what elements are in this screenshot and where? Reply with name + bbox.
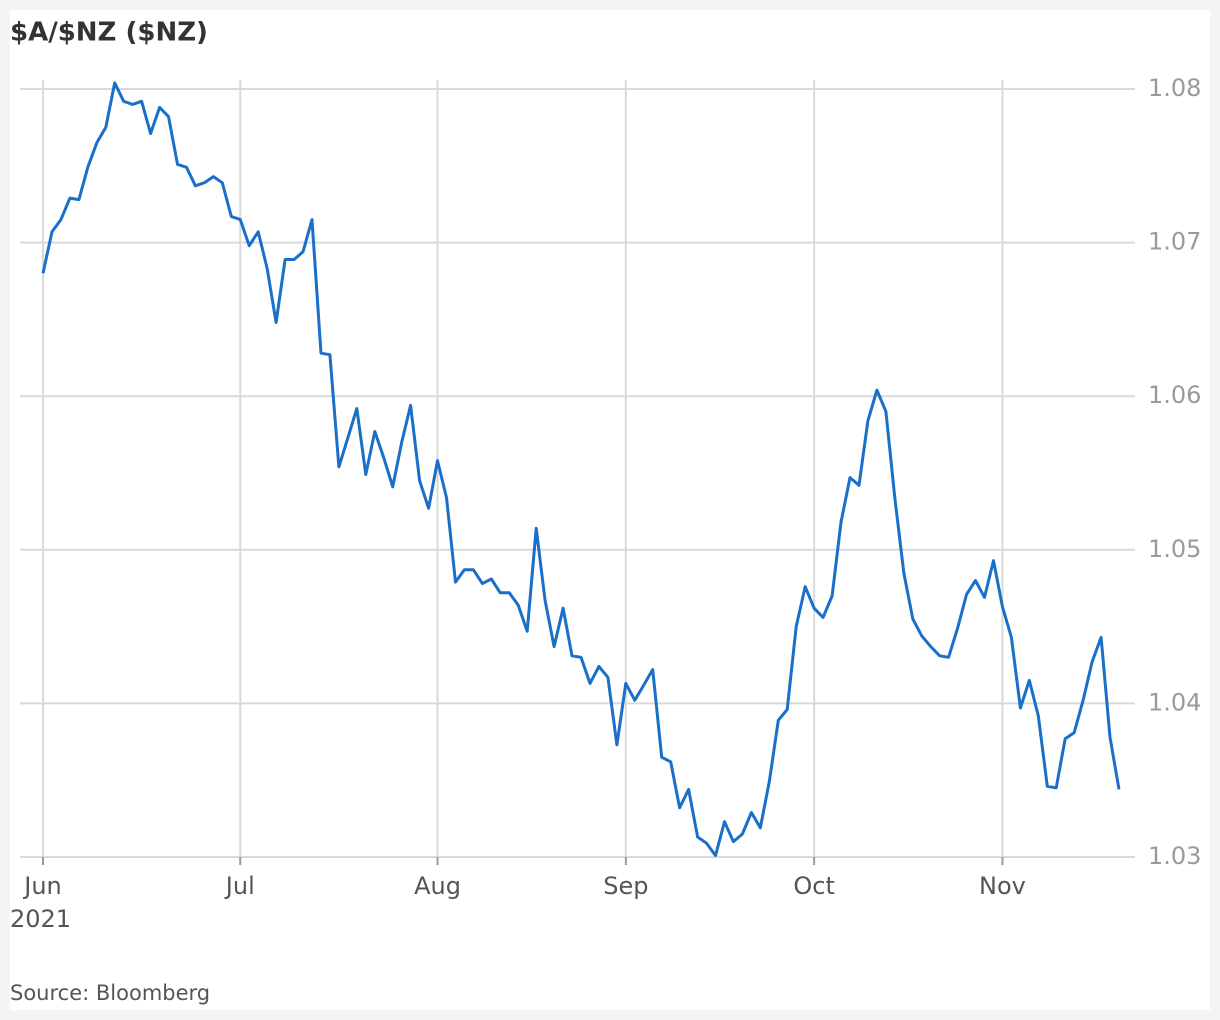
y-tick-label: 1.08 [1148, 74, 1201, 102]
x-tick-label: Jun [22, 872, 62, 900]
y-tick-label: 1.07 [1148, 228, 1201, 256]
x-tick-label: Oct [793, 872, 835, 900]
x-tick-label: Sep [603, 872, 648, 900]
chart-title: $A/$NZ ($NZ) [10, 18, 208, 48]
data-line [41, 81, 1121, 857]
y-tick-label: 1.03 [1148, 842, 1201, 870]
source: Source: Bloomberg [10, 981, 210, 1005]
panel [10, 10, 1210, 1010]
x-tick-label: Aug [414, 872, 461, 900]
x-tick-label: Nov [979, 872, 1026, 900]
year-label: 2021 [10, 905, 71, 933]
x-tick-label: Jul [224, 872, 255, 900]
y-tick-label: 1.05 [1148, 535, 1201, 563]
y-tick-label: 1.04 [1148, 688, 1201, 716]
y-tick-label: 1.06 [1148, 381, 1201, 409]
